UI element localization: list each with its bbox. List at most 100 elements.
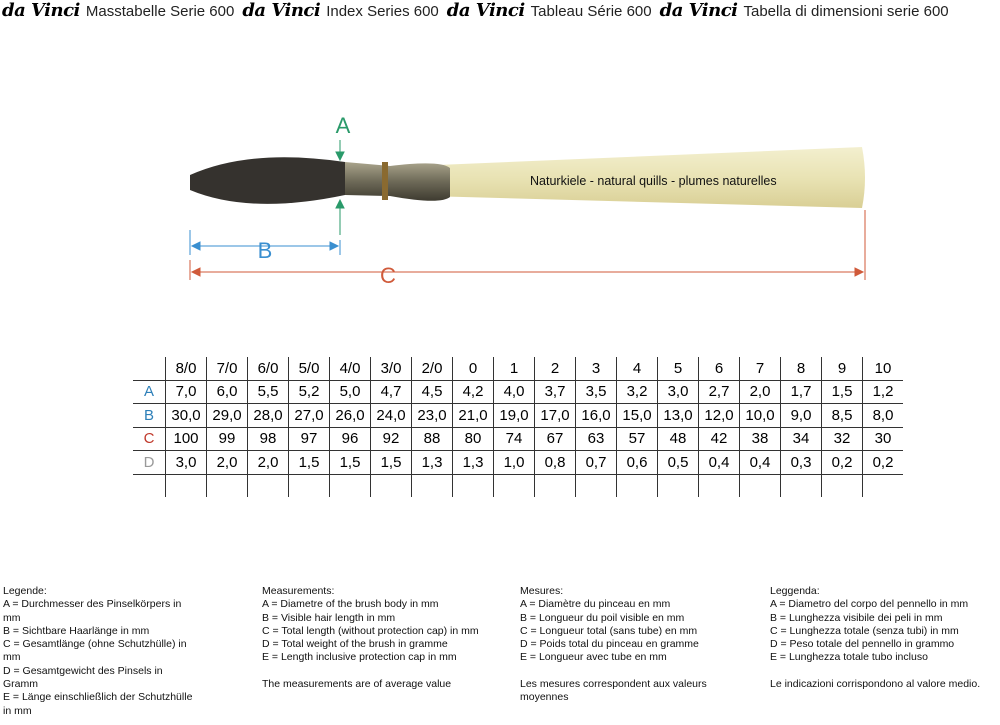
legend-line: C = Gesamtlänge (ohne Schutzhülle) in mm <box>3 638 187 664</box>
legend-line: C = Lunghezza totale (senza tubi) in mm <box>770 624 959 637</box>
legend-note: Les mesures correspondent aux valeurs mo… <box>520 677 707 704</box>
legend-note: The measurements are of average value <box>262 677 452 690</box>
legend-line: C = Longueur total (sans tube) en mm <box>520 624 698 637</box>
cell: 5,2 <box>288 380 330 404</box>
cell: 92 <box>370 427 412 451</box>
cell: 26,0 <box>329 403 371 428</box>
header: da Vinci Masstabelle Serie 600 da Vinci Ind… <box>2 0 957 21</box>
cell: 32 <box>821 427 863 451</box>
size-header: 10 <box>862 357 903 381</box>
cell: 3,0 <box>165 450 207 475</box>
cell: 2,7 <box>698 380 740 404</box>
empty-cell <box>534 474 576 497</box>
legend-heading: Mesures: <box>520 585 564 597</box>
empty-row <box>133 474 903 497</box>
legend-line: E = Lunghezza totale tubo incluso <box>770 651 928 664</box>
cell: 30,0 <box>165 403 207 428</box>
empty-cell <box>165 474 207 497</box>
cell: 23,0 <box>411 403 453 428</box>
legend-line: D = Gesamtgewicht des Pinsels in Gramm <box>3 664 163 691</box>
empty-cell <box>247 474 289 497</box>
legend-column: Leggenda: A = Diametro del corpo del penn… <box>770 585 995 691</box>
empty-cell <box>616 474 658 497</box>
legend-line: A = Diametre of the brush body in mm <box>262 598 439 611</box>
empty-cell <box>739 474 781 497</box>
cell: 38 <box>739 427 781 451</box>
data-row: C 100 99 98 97 96 92 88 80 74 67 63 57 48 42 38 34 32 30 <box>133 427 903 451</box>
cell: 0,2 <box>862 450 903 475</box>
size-header: 1 <box>493 357 535 381</box>
legend-column: Measurements: A = Diametre of the brush b… <box>262 585 487 691</box>
cell: 2,0 <box>739 380 781 404</box>
cell: 0,4 <box>698 450 740 475</box>
legend-line: D = Peso totale del pennello in grammo <box>770 638 955 651</box>
cell: 42 <box>698 427 740 451</box>
legend-heading: Measurements: <box>262 585 335 597</box>
cell: 63 <box>575 427 617 451</box>
legend-note: Le indicazioni corrispondono al valore m… <box>770 677 981 690</box>
arrow-c <box>189 210 866 280</box>
row-label: C <box>133 427 166 451</box>
cell: 1,7 <box>780 380 822 404</box>
cell: 5,0 <box>329 380 371 404</box>
data-row: A 7,0 6,0 5,5 5,2 5,0 4,7 4,5 4,2 4,0 3,7 3,5 3,2 3,0… <box>133 380 903 404</box>
cell: 4,0 <box>493 380 535 404</box>
header-row: 8/0 7/0 6/0 5/0 4/0 3/0 2/0 0 1 2 3 4 5 6 7 8 9 10 <box>133 357 903 381</box>
header-title: Tableau Série 600 <box>530 3 652 20</box>
cell: 8,0 <box>862 403 903 428</box>
cell: 30 <box>862 427 903 451</box>
cell: 1,5 <box>288 450 330 475</box>
brand-logo: da Vinci <box>242 0 321 21</box>
empty-cell <box>206 474 248 497</box>
cell: 4,7 <box>370 380 412 404</box>
cell: 98 <box>247 427 289 451</box>
cell: 96 <box>329 427 371 451</box>
cell: 10,0 <box>739 403 781 428</box>
cell: 34 <box>780 427 822 451</box>
cell: 28,0 <box>247 403 289 428</box>
cell: 0,4 <box>739 450 781 475</box>
ferrule <box>345 162 450 201</box>
cell: 15,0 <box>616 403 658 428</box>
size-table: 8/0 7/0 6/0 5/0 4/0 3/0 2/0 0 1 2 3 4 5 6 7 8 9 10 A 7,0 6,0… <box>133 357 903 497</box>
size-header: 6/0 <box>247 357 289 381</box>
row-label: B <box>133 403 166 428</box>
size-header: 0 <box>452 357 494 381</box>
cell: 5,5 <box>247 380 289 404</box>
empty-cell <box>288 474 330 497</box>
legend-line: A = Diamètre du pinceau en mm <box>520 598 671 611</box>
size-header: 2 <box>534 357 576 381</box>
size-header: 6 <box>698 357 740 381</box>
cell: 1,0 <box>493 450 535 475</box>
cell: 0,7 <box>575 450 617 475</box>
cell: 3,0 <box>657 380 699 404</box>
handle-label: Naturkiele - natural quills - plumes nat… <box>530 174 777 188</box>
size-header: 9 <box>821 357 863 381</box>
empty-cell <box>657 474 699 497</box>
cell: 1,2 <box>862 380 903 404</box>
cell: 0,6 <box>616 450 658 475</box>
data-row: D 3,0 2,0 2,0 1,5 1,5 1,5 1,3 1,3 1,0 0,8 0,7 0,6 0,5… <box>133 450 903 475</box>
cell: 100 <box>165 427 207 451</box>
ring <box>382 162 388 200</box>
cell: 6,0 <box>206 380 248 404</box>
size-header: 3/0 <box>370 357 412 381</box>
cell: 9,0 <box>780 403 822 428</box>
empty-cell <box>452 474 494 497</box>
cell: 3,2 <box>616 380 658 404</box>
cell: 74 <box>493 427 535 451</box>
brand-logo: da Vinci <box>2 0 80 21</box>
arrow-b <box>189 230 341 255</box>
size-header: 8/0 <box>165 357 207 381</box>
corner-cell <box>133 357 166 381</box>
cell: 4,5 <box>411 380 453 404</box>
cell: 7,0 <box>165 380 207 404</box>
cell: 24,0 <box>370 403 412 428</box>
legend-column: Mesures: A = Diamètre du pinceau en mm B =… <box>520 585 745 704</box>
header-title: Tabella di dimensioni serie 600 <box>743 3 949 20</box>
header-title: Masstabelle Serie 600 <box>85 3 235 20</box>
cell: 1,5 <box>370 450 412 475</box>
cell: 67 <box>534 427 576 451</box>
cell: 8,5 <box>821 403 863 428</box>
cell: 21,0 <box>452 403 494 428</box>
